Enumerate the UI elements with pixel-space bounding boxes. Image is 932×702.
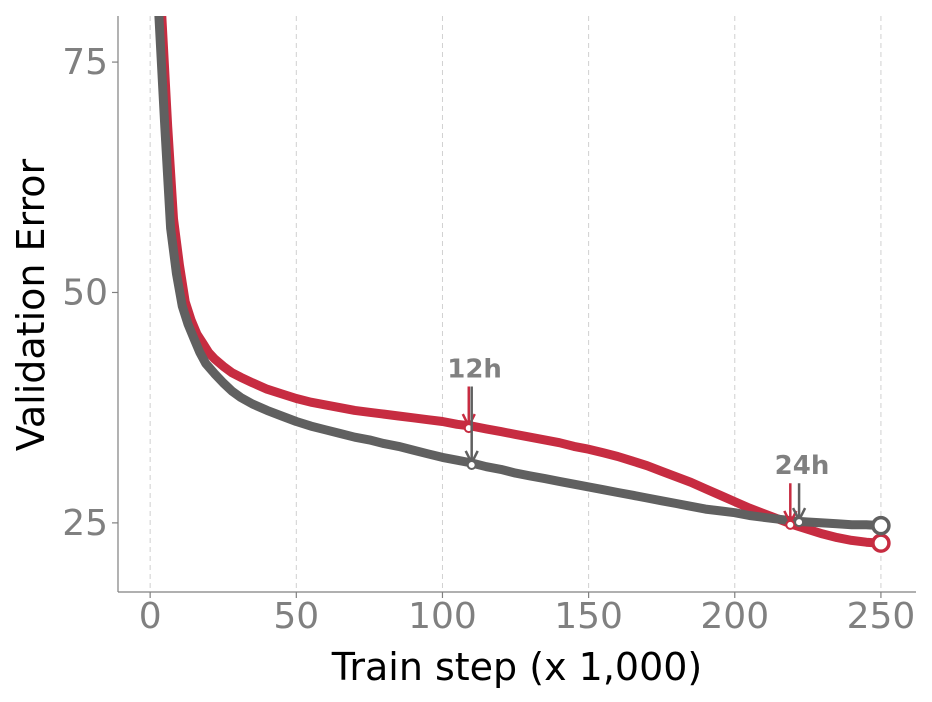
y-tick-labels: 25 50 75	[62, 42, 118, 544]
y-tick-label: 50	[62, 272, 108, 313]
y-tick-label: 75	[62, 42, 108, 83]
axes	[117, 16, 916, 593]
series-line-red	[157, 16, 886, 548]
x-tick-label: 50	[273, 596, 319, 637]
annotation-point	[785, 519, 796, 530]
grid-lines	[149, 16, 882, 592]
y-tick-label: 25	[62, 503, 108, 544]
annotation-label: 12h	[447, 354, 502, 384]
x-tick-label: 100	[408, 596, 477, 637]
end-marker	[871, 533, 891, 553]
x-tick-label: 250	[847, 596, 916, 637]
annotation-point	[794, 517, 805, 528]
x-tick-labels: 0 50 100 150 200 250	[139, 592, 916, 637]
x-axis-label: Train step (x 1,000)	[331, 645, 703, 689]
annotation-point	[466, 459, 477, 470]
x-tick-label: 150	[554, 596, 623, 637]
end-markers	[871, 515, 891, 553]
x-tick-label: 0	[139, 596, 162, 637]
series-line-gray	[154, 16, 886, 531]
annotation-label: 24h	[775, 451, 830, 481]
y-axis-label: Validation Error	[9, 158, 53, 451]
end-marker	[871, 515, 891, 536]
annotations: 12h 24h	[447, 354, 830, 530]
x-tick-label: 200	[700, 596, 769, 637]
series-lines	[154, 16, 886, 548]
